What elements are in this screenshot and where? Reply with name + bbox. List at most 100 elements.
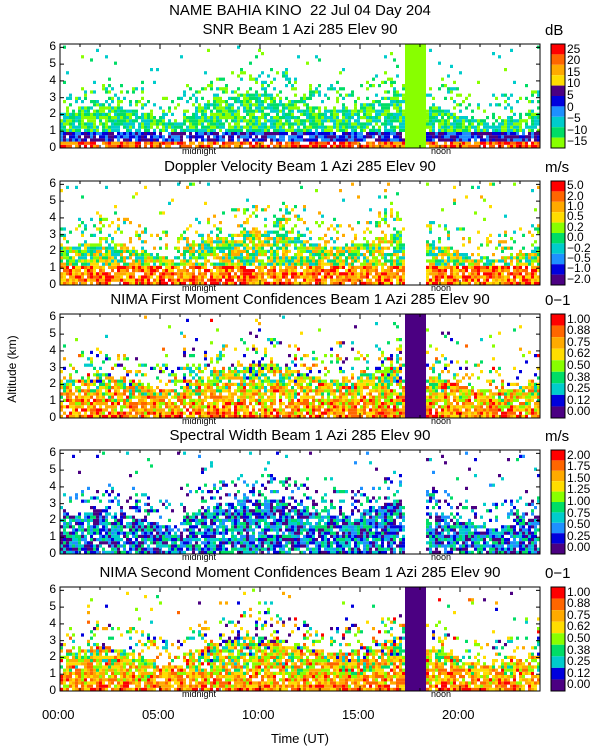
colorbar-label-4-7: 0.25 — [567, 528, 591, 543]
y-tick-5-3: 3 — [49, 632, 56, 647]
y-tick-4-0: 0 — [49, 546, 56, 560]
x-tick-20:00: 20:00 — [442, 707, 475, 722]
y-tick-3-2: 2 — [49, 376, 56, 391]
colorbar-label-3-8: 0.00 — [567, 404, 591, 419]
colorbar-label-3-6: 0.25 — [567, 381, 591, 396]
colorbar-label-2-4: 0.2 — [567, 219, 584, 234]
colorbar-label-3-3: 0.62 — [567, 346, 591, 361]
colorbar-label-2-9: −2.0 — [567, 271, 591, 286]
colorbar-segment-3-6 — [551, 383, 565, 395]
colorbar-segment-5-5 — [551, 644, 565, 657]
x-tick-15:00: 15:00 — [342, 707, 375, 722]
colorbar-segment-1-6 — [551, 106, 565, 117]
colorbar-segment-5-2 — [551, 610, 565, 622]
y-tick-5-4: 4 — [49, 615, 56, 630]
colorbar-label-1-0: 25 — [567, 41, 581, 56]
midnight-marker-4: midnight — [182, 552, 217, 562]
colorbar-unit-3: 0−1 — [545, 292, 571, 309]
colorbar-label-4-8: 0.00 — [567, 540, 591, 555]
y-tick-1-0: 0 — [49, 140, 56, 154]
colorbar-label-1-5: 0 — [567, 99, 574, 114]
colorbar-label-5-4: 0.50 — [567, 631, 591, 645]
y-tick-3-4: 4 — [49, 342, 56, 357]
colorbar-label-3-2: 0.75 — [567, 334, 591, 349]
y-tick-5-1: 1 — [49, 666, 56, 681]
y-tick-3-3: 3 — [49, 359, 56, 374]
y-tick-2-2: 2 — [49, 243, 56, 258]
colorbar-label-5-3: 0.62 — [567, 619, 591, 634]
colorbar-label-5-8: 0.00 — [567, 677, 591, 692]
y-tick-5-5: 5 — [49, 599, 56, 614]
y-tick-3-0: 0 — [49, 410, 56, 424]
colorbar-segment-4-5 — [551, 502, 565, 513]
colorbar-label-3-1: 0.88 — [567, 323, 591, 338]
colorbar-label-4-2: 1.50 — [567, 470, 591, 485]
colorbar-label-1-6: −5 — [567, 111, 581, 126]
midnight-marker-1: midnight — [182, 146, 217, 156]
colorbar-segment-2-5 — [551, 233, 565, 244]
colorbar-segment-2-4 — [551, 222, 565, 233]
colorbar-label-5-7: 0.12 — [567, 665, 591, 680]
y-tick-2-4: 4 — [49, 209, 56, 224]
midnight-marker-3: midnight — [182, 416, 217, 426]
colorbar-segment-2-2 — [551, 201, 565, 213]
colorbar-label-2-1: 2.0 — [567, 188, 584, 203]
x-tick-10:00: 10:00 — [242, 707, 275, 722]
colorbar-segment-5-6 — [551, 656, 565, 668]
y-tick-4-5: 5 — [49, 462, 56, 477]
colorbar-unit-2: m/s — [545, 159, 570, 176]
heatmap-panel-3 — [59, 313, 566, 419]
y-tick-5-6: 6 — [49, 582, 56, 597]
colorbar-label-3-4: 0.50 — [567, 358, 591, 372]
colorbar-label-4-0: 2.00 — [567, 447, 591, 462]
y-tick-4-3: 3 — [49, 495, 56, 510]
colorbar-segment-1-7 — [551, 116, 565, 128]
y-tick-5-2: 2 — [49, 649, 56, 664]
colorbar-label-4-6: 0.50 — [567, 517, 591, 532]
colorbar-segment-1-3 — [551, 75, 565, 86]
panel-title-2: Doppler Velocity Beam 1 Azi 285 Elev 90 — [164, 158, 436, 175]
colorbar-segment-4-6 — [551, 512, 565, 523]
colorbar-segment-1-5 — [551, 96, 565, 107]
heatmap-panel-2 — [59, 180, 566, 286]
y-tick-3-6: 6 — [49, 309, 56, 324]
colorbar-segment-4-7 — [551, 522, 565, 534]
colorbar-label-4-4: 1.00 — [567, 494, 591, 508]
y-tick-3-5: 5 — [49, 326, 56, 341]
colorbar-segment-4-1 — [551, 460, 565, 471]
colorbar-segment-1-8 — [551, 127, 565, 138]
colorbar-label-2-5: 0.0 — [567, 230, 584, 245]
colorbar-segment-2-9 — [551, 274, 565, 285]
colorbar-label-2-0: 5.0 — [567, 178, 584, 193]
colorbar-label-3-7: 0.12 — [567, 392, 591, 407]
colorbar-segment-3-4 — [551, 360, 565, 372]
colorbar-segment-3-7 — [551, 394, 565, 407]
colorbar-label-2-7: −0.5 — [567, 251, 591, 265]
panel-title-3: NIMA First Moment Confidences Beam 1 Azi… — [110, 291, 490, 308]
colorbar-label-5-6: 0.25 — [567, 654, 591, 669]
colorbar-segment-3-3 — [551, 348, 565, 361]
colorbar-label-5-5: 0.38 — [567, 642, 591, 657]
colorbar-label-3-5: 0.38 — [567, 369, 591, 384]
x-tick-00:00: 00:00 — [42, 707, 75, 722]
colorbar-label-2-2: 1.0 — [567, 199, 584, 213]
colorbar-label-5-1: 0.88 — [567, 596, 591, 611]
colorbar-label-4-1: 1.75 — [567, 459, 591, 474]
y-tick-1-5: 5 — [49, 56, 56, 71]
colorbar-segment-1-2 — [551, 64, 565, 76]
y-tick-5-0: 0 — [49, 683, 56, 697]
colorbar-label-5-0: 1.00 — [567, 584, 591, 599]
colorbar-label-1-2: 15 — [567, 64, 581, 79]
colorbar-segment-5-3 — [551, 621, 565, 634]
colorbar-segment-3-1 — [551, 325, 565, 338]
colorbar-segment-2-7 — [551, 253, 565, 265]
heatmap-panel-5 — [59, 586, 566, 692]
colorbar-label-5-2: 0.75 — [567, 607, 591, 622]
colorbar-segment-3-0 — [551, 314, 565, 326]
colorbar-label-4-3: 1.25 — [567, 482, 591, 497]
colorbar-unit-5: 0−1 — [545, 565, 571, 582]
y-tick-2-3: 3 — [49, 226, 56, 241]
colorbar-segment-5-0 — [551, 587, 565, 599]
colorbar-label-1-3: 10 — [567, 76, 581, 91]
colorbar-label-2-6: −0.2 — [567, 240, 591, 255]
